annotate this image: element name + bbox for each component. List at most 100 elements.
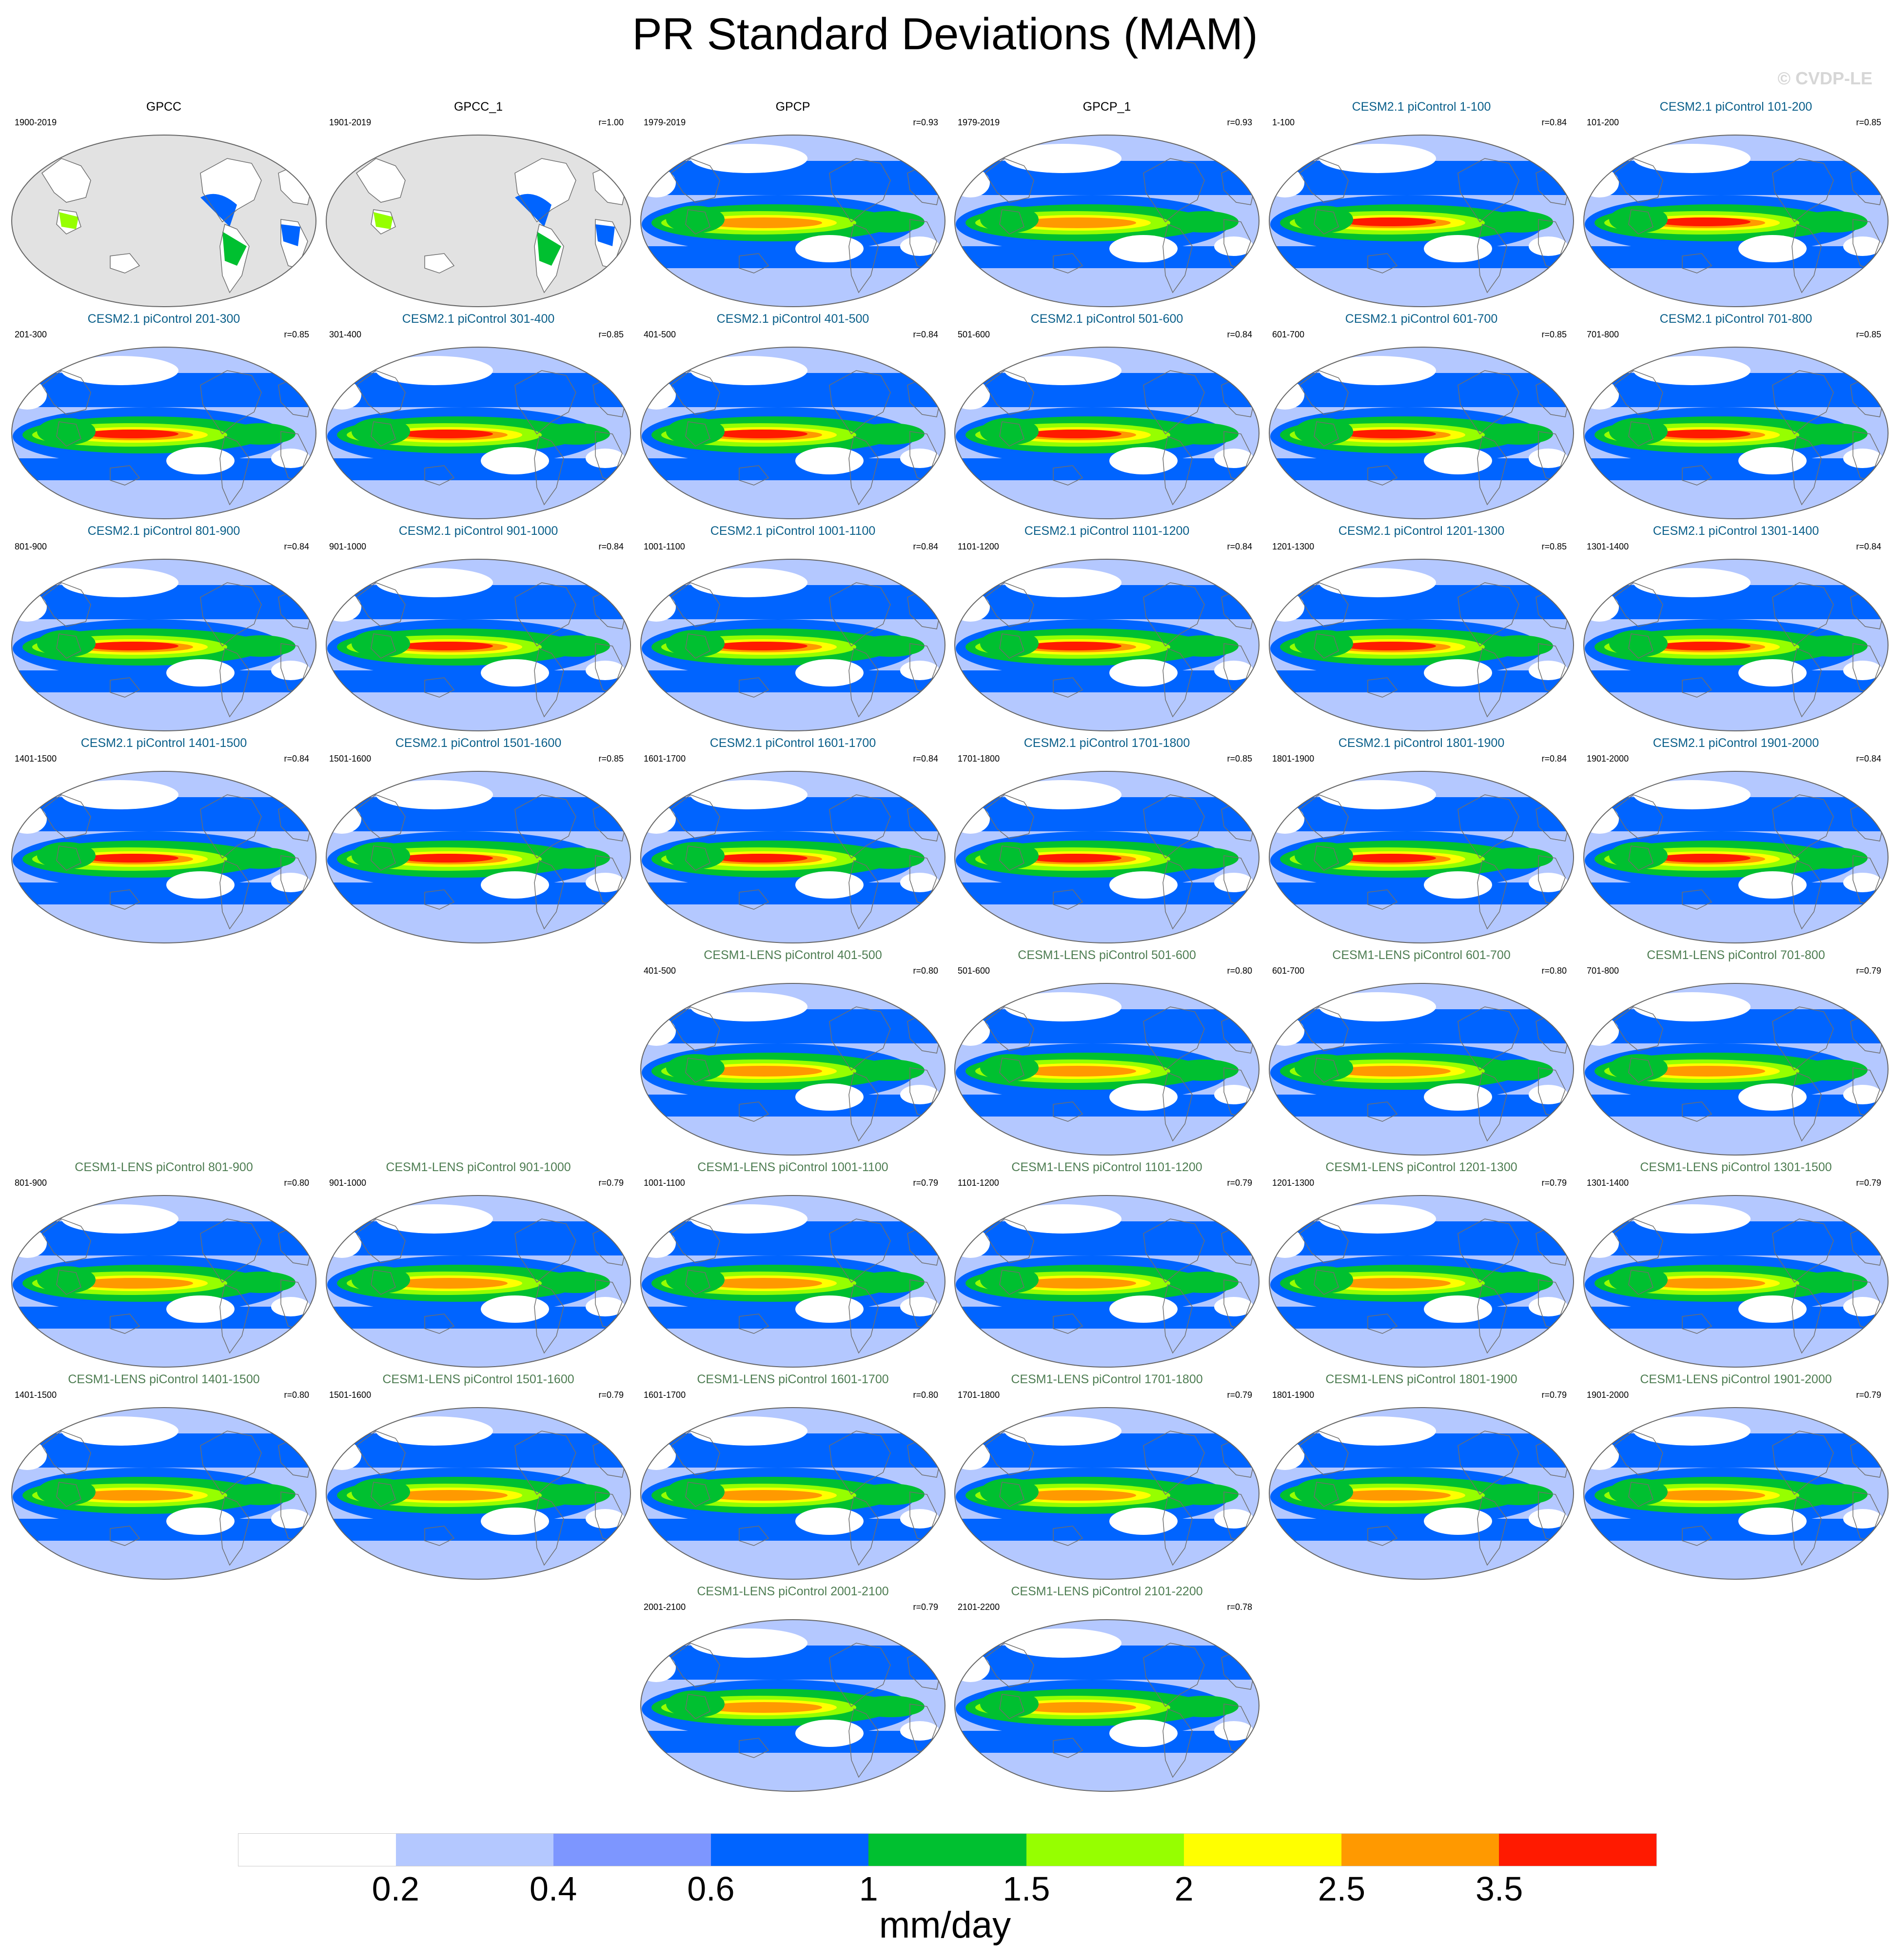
map-plot xyxy=(954,771,1260,943)
precip-contour xyxy=(326,1555,630,1579)
map-globe xyxy=(326,1407,631,1580)
panel-correlation: r=0.84 xyxy=(913,330,938,339)
map-border xyxy=(1269,559,1574,731)
precip-contour xyxy=(1648,1066,1765,1077)
panel-title: CESM1-LENS piControl 1901-2000 xyxy=(1640,1372,1832,1386)
map-panel: CESM2.1 piControl 401-500 401-500 r=0.84 xyxy=(637,312,949,524)
precip-contour xyxy=(227,635,295,657)
coastline xyxy=(110,253,140,274)
panel-period: 1701-1800 xyxy=(958,754,1000,764)
map-border xyxy=(11,559,316,731)
precip-contour xyxy=(795,659,864,686)
precip-contour xyxy=(166,871,235,899)
map-panel: CESM2.1 piControl 1001-1100 1001-1100 r=0.… xyxy=(637,524,949,736)
precip-contour xyxy=(1485,1484,1553,1505)
precip-contour xyxy=(1109,1508,1178,1535)
coastline xyxy=(1162,1284,1193,1354)
panel-correlation: r=0.79 xyxy=(1856,1178,1881,1188)
precip-contour xyxy=(1170,211,1239,233)
coastline xyxy=(1143,1643,1205,1707)
precip-contour xyxy=(1269,1555,1574,1579)
coastline xyxy=(685,421,710,447)
coastline xyxy=(999,633,1024,659)
precip-contour xyxy=(481,659,549,686)
coastline xyxy=(514,1218,576,1283)
coastline xyxy=(110,889,140,910)
map-plot xyxy=(954,983,1260,1156)
precip-contour xyxy=(37,630,96,657)
precip-contour xyxy=(980,206,1039,233)
colorbar-tick: 0.2 xyxy=(372,1870,419,1908)
map-panel: CESM1-LENS piControl 1701-1800 1701-1800 r… xyxy=(951,1372,1263,1585)
coastline xyxy=(685,1694,710,1719)
coastline xyxy=(424,1526,455,1546)
map-plot xyxy=(1269,771,1574,943)
coastline xyxy=(848,1284,879,1354)
precip-contour xyxy=(391,1490,508,1501)
panel-title: CESM1-LENS piControl 801-900 xyxy=(75,1160,253,1174)
precip-contour xyxy=(1609,1054,1668,1081)
coastline xyxy=(1143,1218,1205,1283)
precip-contour xyxy=(376,1416,493,1446)
coastline xyxy=(1299,158,1349,203)
precip-contour xyxy=(1799,847,1868,869)
map-globe xyxy=(640,983,945,1156)
panel-period: 401-500 xyxy=(644,330,676,339)
precip-contour xyxy=(1424,1295,1492,1323)
precip-contour xyxy=(1319,780,1436,809)
coastline xyxy=(1299,582,1349,627)
map-plot xyxy=(954,1407,1260,1580)
panel-correlation: r=0.84 xyxy=(284,754,309,764)
map-plot xyxy=(1269,135,1574,307)
coastline xyxy=(219,860,250,930)
precip-contour xyxy=(705,1490,822,1501)
map-globe xyxy=(640,1407,945,1580)
map-panel: CESM1-LENS piControl 901-1000 901-1000 r=0… xyxy=(322,1160,634,1372)
coastline xyxy=(1314,1058,1339,1083)
coastline xyxy=(1457,794,1519,859)
map-plot xyxy=(1583,135,1889,307)
map-globe xyxy=(1269,1195,1574,1368)
precip-contour xyxy=(1485,1272,1553,1293)
coastline xyxy=(848,647,879,718)
precip-contour xyxy=(12,495,316,519)
panel-period: 1401-1500 xyxy=(15,754,57,764)
map-plot xyxy=(954,347,1260,519)
map-panel: CESM2.1 piControl 1701-1800 1701-1800 r=0.… xyxy=(951,736,1263,948)
coastline xyxy=(685,633,710,659)
coastline xyxy=(1367,1526,1398,1546)
map-plot xyxy=(326,1407,631,1580)
coastline xyxy=(1367,1101,1398,1122)
precip-contour xyxy=(326,495,630,519)
precip-contour xyxy=(1799,635,1868,657)
coastline xyxy=(739,1101,769,1122)
coastline xyxy=(848,223,879,294)
precip-contour xyxy=(705,1066,822,1077)
precip-contour xyxy=(61,780,178,809)
panel-correlation: r=0.85 xyxy=(1227,754,1252,764)
coastline xyxy=(200,794,262,859)
panel-title: CESM1-LENS piControl 1501-1600 xyxy=(382,1372,574,1386)
map-panel: CESM2.1 piControl 201-300 201-300 r=0.85 xyxy=(8,312,320,524)
coastline xyxy=(685,1058,710,1083)
precip-contour xyxy=(1634,780,1751,809)
precip-contour xyxy=(856,211,925,233)
map-border xyxy=(1583,135,1889,307)
precip-contour xyxy=(1343,217,1436,226)
coastline xyxy=(56,633,81,659)
panel-title: CESM2.1 piControl 1201-1300 xyxy=(1338,524,1505,538)
panel-title: CESM2.1 piControl 1601-1700 xyxy=(709,736,876,750)
coastline xyxy=(1457,582,1519,647)
panel-title: CESM1-LENS piControl 1601-1700 xyxy=(697,1372,889,1386)
map-globe xyxy=(1269,983,1574,1156)
map-panel: CESM1-LENS piControl 1801-1900 1801-1900 r… xyxy=(1265,1372,1577,1585)
coastline xyxy=(1162,435,1193,506)
panel-title: CESM2.1 piControl 1401-1500 xyxy=(80,736,247,750)
coastline xyxy=(41,370,91,415)
coastline xyxy=(1314,1482,1339,1507)
coastline xyxy=(355,794,406,839)
precip-contour xyxy=(666,630,725,657)
map-globe xyxy=(11,135,316,307)
coastline xyxy=(514,158,576,223)
coastline xyxy=(110,1313,140,1334)
